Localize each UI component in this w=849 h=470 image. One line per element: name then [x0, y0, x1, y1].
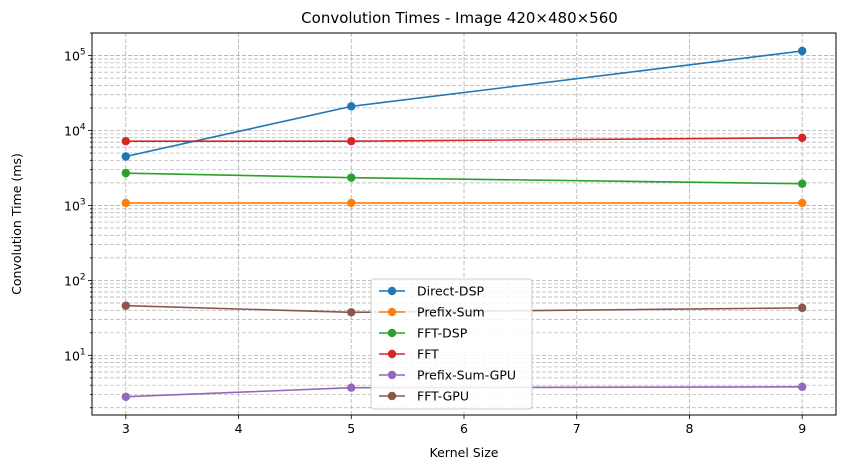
y-tick-label: 104 — [64, 123, 86, 139]
legend-item: FFT — [379, 347, 439, 362]
legend-swatch-marker — [387, 328, 397, 338]
y-tick-label: 101 — [64, 347, 86, 363]
data-point — [797, 46, 807, 56]
data-point — [347, 102, 356, 111]
y-tick-exponent: 4 — [80, 123, 86, 133]
data-point — [797, 198, 807, 208]
legend-label: FFT-GPU — [417, 389, 469, 404]
legend-box — [370, 278, 533, 410]
data-point — [347, 308, 356, 317]
data-point — [121, 137, 131, 146]
y-tick-base: 10 — [64, 348, 80, 363]
data-point — [347, 198, 356, 208]
x-tick-label: 9 — [798, 421, 806, 436]
data-point — [347, 383, 356, 392]
x-axis-label: Kernel Size — [430, 445, 499, 460]
data-point — [797, 179, 807, 188]
legend-label: Direct-DSP — [417, 284, 484, 299]
y-tick-base: 10 — [64, 124, 80, 139]
data-point — [797, 382, 807, 392]
data-point — [347, 173, 356, 182]
data-point — [797, 133, 807, 142]
data-point — [121, 301, 131, 310]
y-tick-base: 10 — [64, 49, 80, 64]
data-point — [797, 303, 807, 313]
series-fft-dsp — [121, 168, 807, 188]
legend-label: Prefix-Sum-GPU — [417, 368, 516, 383]
legend-item: Direct-DSP — [379, 284, 484, 299]
legend-swatch-marker — [387, 349, 397, 359]
legend-label: FFT — [417, 347, 439, 362]
series-prefix-sum-gpu — [121, 382, 807, 401]
y-tick-exponent: 1 — [80, 347, 86, 357]
legend-item: Prefix-Sum — [379, 305, 485, 320]
chart-title: Convolution Times - Image 420×480×560 — [301, 9, 618, 27]
series-layer — [121, 46, 807, 401]
y-tick-exponent: 3 — [80, 197, 86, 207]
legend-label: FFT-DSP — [417, 326, 468, 341]
y-tick-base: 10 — [64, 198, 80, 213]
series-fft-gpu — [121, 301, 807, 317]
x-tick-label: 7 — [573, 421, 581, 436]
x-tick-label: 4 — [235, 421, 243, 436]
y-tick-label: 105 — [64, 48, 86, 64]
y-axis-label: Convolution Time (ms) — [9, 153, 24, 295]
series-fft — [121, 133, 807, 146]
x-tick-label: 3 — [122, 421, 130, 436]
x-tick-label: 6 — [460, 421, 468, 436]
legend-label: Prefix-Sum — [417, 305, 485, 320]
series-prefix-sum — [121, 198, 807, 208]
x-tick-label: 5 — [347, 421, 355, 436]
x-tick-label: 8 — [685, 421, 693, 436]
legend: Direct-DSP Prefix-Sum FFT-DSP FFT Prefix-Sum… — [370, 278, 533, 410]
legend-swatch-marker — [387, 286, 397, 296]
data-point — [121, 392, 131, 401]
legend-item: Prefix-Sum-GPU — [379, 368, 516, 383]
legend-swatch-marker — [387, 370, 397, 380]
data-point — [121, 168, 131, 178]
y-tick-label: 102 — [64, 272, 86, 288]
legend-item: FFT-DSP — [379, 326, 468, 341]
legend-swatch-marker — [387, 307, 397, 317]
y-tick-exponent: 5 — [80, 48, 86, 58]
y-tick-exponent: 2 — [80, 272, 86, 282]
y-tick-base: 10 — [64, 273, 80, 288]
legend-item: FFT-GPU — [379, 389, 469, 404]
legend-swatch-marker — [387, 391, 397, 401]
data-point — [347, 137, 356, 146]
series-direct-dsp — [121, 46, 807, 161]
data-point — [121, 198, 131, 208]
data-point — [121, 152, 131, 161]
y-tick-label: 103 — [64, 197, 86, 213]
